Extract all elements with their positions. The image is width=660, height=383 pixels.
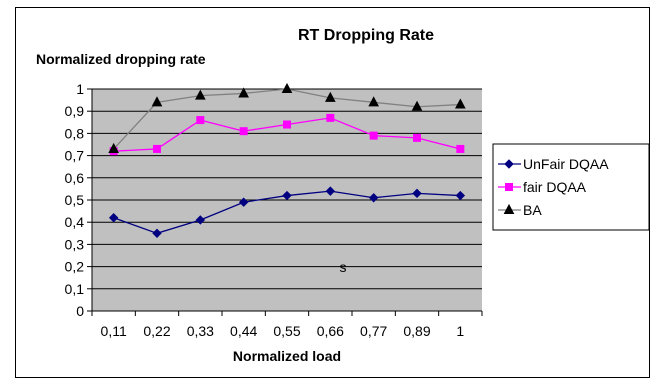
legend-label-ba: BA: [523, 202, 542, 218]
plot-area: 0 0,1 0,2 0,3 0,4 0,5 0,6 0,7 0,8 0,9 1 0,11 0,22 0,3…: [65, 81, 483, 339]
y-tick-label: 0,6: [65, 170, 85, 186]
data-point-fair-dqaa: [283, 120, 291, 129]
data-point-fair-dqaa: [369, 131, 378, 140]
y-axis-label: Normalized dropping rate: [36, 51, 206, 67]
data-point-unfair-dqaa: [108, 213, 119, 223]
x-tick-label: 0,11: [101, 323, 127, 339]
data-point-unfair-dqaa: [195, 215, 206, 225]
data-point-ba: [411, 100, 423, 111]
y-tick-label: 0,8: [65, 125, 85, 141]
chart-title: RT Dropping Rate: [298, 27, 434, 44]
data-point-unfair-dqaa: [152, 228, 162, 239]
legend-label-unfair-dqaa: UnFair DQAA: [523, 156, 609, 172]
data-point-ba: [108, 142, 119, 153]
data-point-ba: [455, 98, 466, 109]
x-tick-label: 0,33: [187, 323, 214, 339]
x-tick-label: 0,66: [317, 323, 344, 339]
x-tick-label: 0,44: [230, 323, 257, 339]
legend: UnFair DQAA fair DQAA BA: [492, 143, 650, 231]
y-tick-label: 0,4: [65, 214, 85, 230]
y-tick-label: 0,1: [65, 281, 85, 297]
y-tick-label: 0: [76, 303, 84, 319]
data-point-ba: [151, 96, 163, 107]
data-point-fair-dqaa: [196, 116, 205, 125]
data-point-unfair-dqaa: [455, 190, 466, 201]
x-tick-label: 0,55: [273, 323, 300, 339]
x-axis-label: Normalized load: [233, 348, 341, 364]
legend-label-fair-dqaa: fair DQAA: [523, 179, 587, 195]
y-tick-label: 0,7: [65, 148, 85, 164]
x-tick-label: 1: [456, 323, 464, 339]
legend-marker-unfair-dqaa: [504, 159, 514, 169]
data-point-fair-dqaa: [326, 113, 335, 122]
data-point-unfair-dqaa: [282, 190, 292, 201]
legend-marker-ba: [503, 203, 515, 214]
y-tick-label: 0,9: [65, 103, 85, 119]
data-point-fair-dqaa: [413, 133, 421, 142]
x-tick-label: 0,89: [403, 323, 430, 339]
x-tick-label: 0,22: [143, 323, 170, 339]
data-point-ba: [368, 96, 379, 107]
y-tick-label: 0,5: [65, 192, 85, 208]
data-point-ba: [238, 87, 249, 98]
data-point-fair-dqaa: [456, 144, 465, 153]
data-point-fair-dqaa: [153, 144, 161, 153]
x-tick-label: 0,77: [360, 323, 387, 339]
data-point-ba: [325, 91, 336, 102]
data-point-ba: [281, 82, 293, 93]
data-point-ba: [195, 89, 206, 100]
data-point-unfair-dqaa: [368, 193, 379, 203]
legend-marker-fair-dqaa: [505, 183, 513, 191]
data-point-fair-dqaa: [239, 127, 248, 136]
y-tick-label: 1: [76, 81, 84, 97]
y-tick-label: 0,2: [65, 259, 85, 275]
y-tick-label: 0,3: [65, 236, 85, 252]
data-point-unfair-dqaa: [325, 186, 336, 196]
data-point-unfair-dqaa: [412, 188, 422, 199]
data-point-unfair-dqaa: [238, 197, 249, 207]
annotation-s: s: [340, 259, 347, 275]
